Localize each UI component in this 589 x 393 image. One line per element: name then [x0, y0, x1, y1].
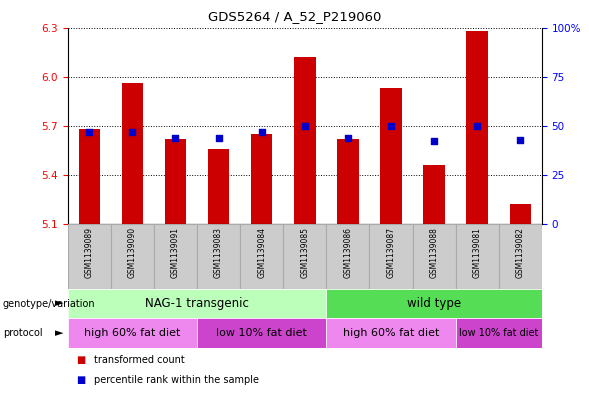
- Bar: [499, 224, 542, 289]
- Point: [386, 123, 396, 129]
- Point: [472, 123, 482, 129]
- Text: percentile rank within the sample: percentile rank within the sample: [94, 375, 259, 386]
- Text: NAG-1 transgenic: NAG-1 transgenic: [145, 297, 249, 310]
- Text: GSM1139082: GSM1139082: [516, 227, 525, 278]
- Text: ►: ►: [55, 299, 63, 309]
- Bar: [165, 139, 186, 224]
- Bar: [456, 318, 542, 348]
- Bar: [326, 318, 456, 348]
- Bar: [68, 289, 326, 318]
- Bar: [380, 88, 402, 224]
- Text: GSM1139088: GSM1139088: [429, 227, 439, 278]
- Bar: [251, 134, 273, 224]
- Text: GSM1139089: GSM1139089: [85, 227, 94, 278]
- Text: high 60% fat diet: high 60% fat diet: [84, 328, 181, 338]
- Text: GSM1139090: GSM1139090: [128, 227, 137, 278]
- Text: ■: ■: [77, 355, 86, 365]
- Text: GSM1139081: GSM1139081: [473, 227, 482, 278]
- Bar: [326, 224, 369, 289]
- Bar: [509, 204, 531, 224]
- Bar: [283, 224, 326, 289]
- Bar: [294, 57, 316, 224]
- Point: [171, 134, 180, 141]
- Text: GSM1139085: GSM1139085: [300, 227, 309, 278]
- Text: GSM1139086: GSM1139086: [343, 227, 352, 278]
- Text: protocol: protocol: [3, 328, 42, 338]
- Bar: [68, 318, 197, 348]
- Text: GSM1139083: GSM1139083: [214, 227, 223, 278]
- Text: ■: ■: [77, 375, 86, 386]
- Bar: [412, 224, 456, 289]
- Point: [128, 129, 137, 135]
- Point: [214, 134, 223, 141]
- Bar: [369, 224, 412, 289]
- Text: low 10% fat diet: low 10% fat diet: [216, 328, 307, 338]
- Bar: [121, 83, 143, 224]
- Bar: [111, 224, 154, 289]
- Text: wild type: wild type: [407, 297, 461, 310]
- Point: [343, 134, 353, 141]
- Bar: [423, 165, 445, 224]
- Point: [300, 123, 310, 129]
- Bar: [197, 318, 326, 348]
- Bar: [456, 224, 499, 289]
- Bar: [68, 224, 111, 289]
- Text: low 10% fat diet: low 10% fat diet: [459, 328, 538, 338]
- Bar: [240, 224, 283, 289]
- Text: genotype/variation: genotype/variation: [3, 299, 95, 309]
- Point: [257, 129, 266, 135]
- Point: [85, 129, 94, 135]
- Point: [429, 138, 439, 145]
- Bar: [154, 224, 197, 289]
- Text: high 60% fat diet: high 60% fat diet: [343, 328, 439, 338]
- Text: GDS5264 / A_52_P219060: GDS5264 / A_52_P219060: [208, 10, 381, 23]
- Bar: [337, 139, 359, 224]
- Text: GSM1139091: GSM1139091: [171, 227, 180, 278]
- Bar: [208, 149, 229, 224]
- Text: ►: ►: [55, 328, 63, 338]
- Text: GSM1139087: GSM1139087: [386, 227, 396, 278]
- Bar: [78, 129, 100, 224]
- Point: [515, 136, 525, 143]
- Bar: [197, 224, 240, 289]
- Text: transformed count: transformed count: [94, 355, 185, 365]
- Bar: [466, 31, 488, 224]
- Bar: [326, 289, 542, 318]
- Text: GSM1139084: GSM1139084: [257, 227, 266, 278]
